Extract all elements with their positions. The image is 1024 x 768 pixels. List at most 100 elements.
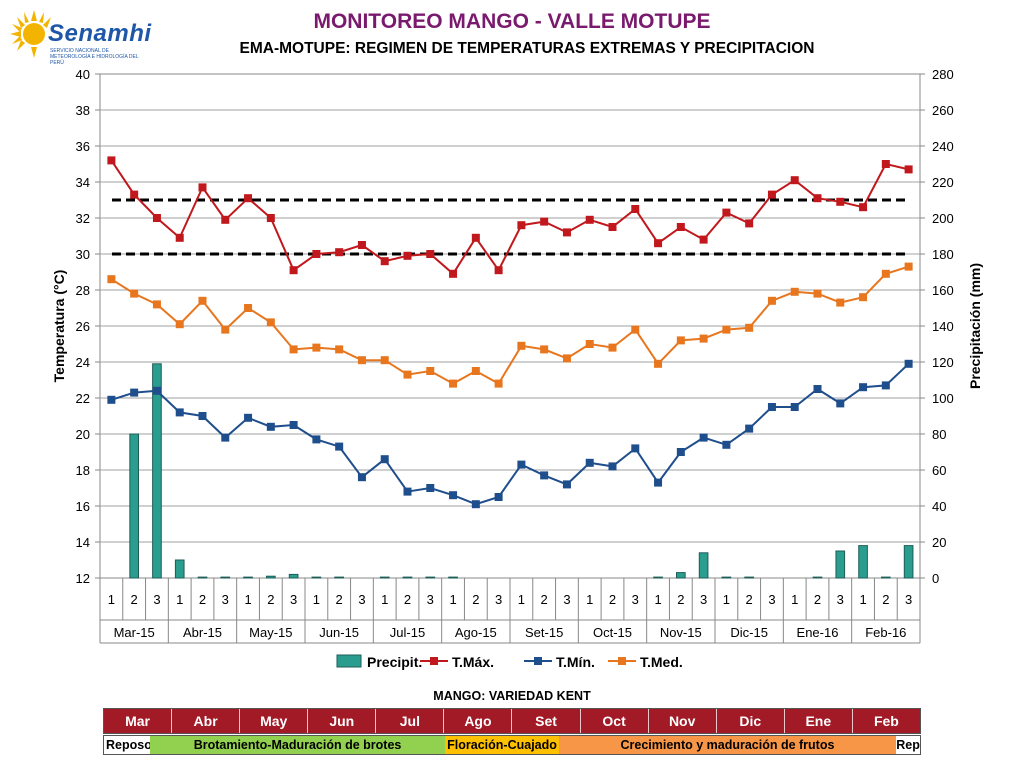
tmax-point	[130, 190, 139, 199]
dekad-tick-label: 1	[723, 592, 730, 607]
dekad-tick-label: 2	[404, 592, 411, 607]
tmin-point	[654, 478, 663, 487]
phenology-month-jun: Jun	[308, 709, 377, 733]
dekad-tick-label: 2	[472, 592, 479, 607]
y2-tick-label: 160	[932, 283, 954, 298]
precip-bar	[698, 552, 709, 579]
logo-subtext: SERVICIO NACIONAL DE METEOROLOGÍA E HIDR…	[50, 48, 139, 66]
chart-subtitle: EMA-MOTUPE: REGIMEN DE TEMPERATURAS EXTR…	[239, 40, 815, 57]
phenology-month-row: Mar Abr May Jun Jul Ago Set Oct Nov Dic Ene Feb	[103, 708, 921, 734]
tmin-point	[289, 421, 298, 429]
month-tick-label: Ene-16	[797, 625, 839, 640]
dekad-tick-label: 2	[267, 592, 274, 607]
tmin-point	[130, 388, 139, 397]
tmin-point	[676, 448, 685, 456]
y-axis-label: Temperatura (°C)	[51, 270, 67, 383]
tmax-point	[608, 223, 617, 231]
tmin-point	[152, 386, 161, 395]
phenology-month-set: Set	[512, 709, 581, 733]
tmax-point	[312, 250, 321, 258]
tmax-point	[494, 266, 503, 275]
precip-bar	[653, 576, 663, 579]
tmax-point	[198, 183, 207, 192]
tmed-point	[790, 287, 799, 296]
phenology-phase: Rep	[896, 736, 920, 754]
dekad-tick-label: 2	[609, 592, 616, 607]
tmin-point	[449, 491, 458, 500]
tmax-point	[289, 266, 298, 275]
tmin-point	[471, 500, 480, 509]
tmed-point	[266, 318, 275, 327]
phenology-phase: Floración-Cuajado	[445, 736, 559, 754]
tmax-point	[585, 215, 594, 224]
precip-bar	[334, 576, 344, 579]
y2-tick-label: 120	[932, 355, 954, 370]
y-tick-label: 18	[76, 463, 90, 478]
tmin-point	[540, 471, 549, 480]
tmin-point	[426, 484, 435, 492]
tmed-point	[107, 275, 116, 284]
legend-tmin-marker	[534, 657, 542, 665]
y2-tick-label: 40	[932, 499, 946, 514]
tmed-point	[722, 325, 731, 334]
tmin-point	[494, 493, 503, 501]
tmax-point	[676, 223, 685, 231]
dekad-tick-label: 3	[495, 592, 502, 607]
precip-bar	[266, 575, 276, 579]
month-tick-label: Dic-15	[730, 625, 768, 640]
legend-tmed-marker	[618, 657, 626, 665]
precip-bar	[721, 576, 732, 579]
month-tick-label: Ago-15	[455, 625, 497, 640]
dekad-tick-label: 2	[814, 592, 821, 607]
month-tick-label: Oct-15	[593, 625, 632, 640]
tmed-point	[767, 296, 776, 305]
precip-bar	[903, 545, 914, 579]
tmax-point	[517, 221, 526, 230]
dekad-tick-label: 3	[563, 592, 570, 607]
legend-precip-label: Precipit.	[367, 654, 422, 670]
tmed-point	[494, 379, 503, 388]
tmed-point	[152, 300, 161, 309]
y2-axis-label: Precipitación (mm)	[967, 263, 983, 389]
dekad-tick-label: 2	[882, 592, 889, 607]
y2-tick-label: 140	[932, 319, 954, 334]
tmax-point	[654, 239, 663, 248]
tmed-point	[654, 359, 663, 368]
precip-bar	[402, 576, 413, 579]
precip-bar	[220, 576, 231, 579]
y2-tick-label: 180	[932, 247, 954, 262]
tmax-point	[631, 205, 640, 213]
tmax-point	[767, 190, 776, 199]
y-tick-label: 12	[76, 571, 90, 586]
month-tick-label: Abr-15	[183, 625, 222, 640]
tmed-point	[904, 262, 913, 271]
tmed-point	[449, 379, 458, 388]
phenology-month-nov: Nov	[648, 709, 717, 733]
precip-bar	[311, 576, 322, 579]
tmin-point	[403, 487, 412, 496]
tmed-point	[813, 289, 822, 298]
tmax-point	[699, 235, 708, 244]
y-tick-label: 32	[76, 211, 90, 226]
tmed-point	[540, 345, 549, 354]
tmin-point	[562, 480, 571, 489]
y-tick-label: 38	[76, 103, 90, 118]
y2-tick-label: 200	[932, 211, 954, 226]
tmax-point	[722, 208, 731, 217]
precip-bar	[676, 572, 686, 579]
dekad-tick-label: 2	[541, 592, 548, 607]
dekad-tick-label: 3	[290, 592, 297, 607]
y2-tick-label: 280	[932, 67, 954, 82]
tmax-point	[881, 160, 890, 168]
precip-bar	[881, 576, 891, 579]
tmed-point	[175, 320, 184, 329]
dekad-tick-label: 1	[381, 592, 388, 607]
tmax-point	[449, 269, 458, 278]
month-tick-label: Feb-16	[865, 625, 906, 640]
precip-bar	[152, 363, 162, 579]
dekad-tick-label: 1	[791, 592, 798, 607]
tmin-point	[244, 413, 253, 422]
precip-bar	[858, 545, 868, 579]
tmin-point	[107, 395, 116, 404]
precip-bar	[129, 433, 139, 579]
